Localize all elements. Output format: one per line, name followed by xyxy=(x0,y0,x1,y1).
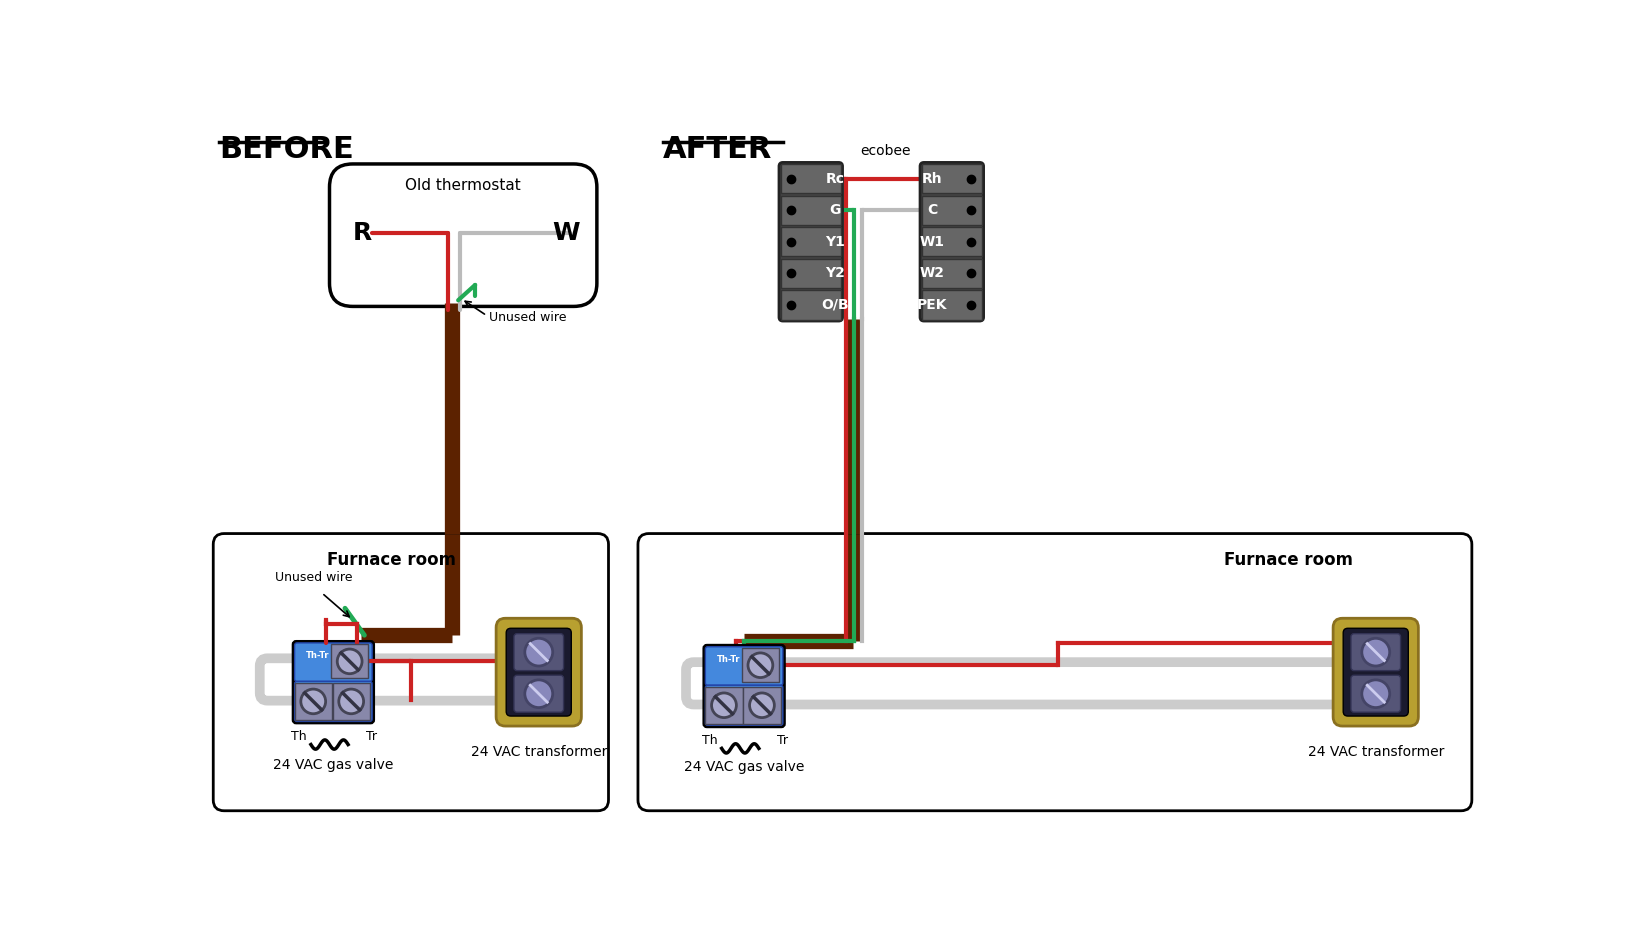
Circle shape xyxy=(339,689,363,713)
Text: Furnace room: Furnace room xyxy=(327,551,455,568)
Bar xyxy=(922,290,981,320)
Circle shape xyxy=(524,638,552,666)
Text: 24 VAC gas valve: 24 VAC gas valve xyxy=(684,760,804,774)
Bar xyxy=(332,683,370,720)
FancyBboxPatch shape xyxy=(1351,675,1401,712)
Text: BEFORE: BEFORE xyxy=(219,135,353,164)
Circle shape xyxy=(750,693,774,718)
Circle shape xyxy=(1361,680,1389,708)
Circle shape xyxy=(337,649,362,673)
Text: Tr: Tr xyxy=(367,730,376,743)
Bar xyxy=(922,164,981,193)
Bar xyxy=(922,227,981,257)
Bar xyxy=(922,195,981,225)
Text: PEK: PEK xyxy=(917,298,947,312)
Bar xyxy=(922,259,981,288)
Bar xyxy=(781,195,842,225)
FancyBboxPatch shape xyxy=(506,629,572,716)
Text: Unused wire: Unused wire xyxy=(490,311,567,324)
FancyBboxPatch shape xyxy=(779,163,842,321)
FancyBboxPatch shape xyxy=(294,643,372,682)
FancyBboxPatch shape xyxy=(921,163,983,321)
Circle shape xyxy=(301,689,326,713)
Bar xyxy=(294,683,332,720)
Bar xyxy=(781,227,842,257)
FancyBboxPatch shape xyxy=(1351,633,1401,671)
Text: G: G xyxy=(829,203,840,218)
Bar xyxy=(743,686,781,724)
Text: Y1: Y1 xyxy=(825,234,845,248)
Bar xyxy=(705,686,743,724)
FancyBboxPatch shape xyxy=(294,682,372,722)
FancyBboxPatch shape xyxy=(214,534,608,811)
FancyBboxPatch shape xyxy=(705,646,783,685)
Text: 24 VAC transformer: 24 VAC transformer xyxy=(1307,745,1443,759)
FancyBboxPatch shape xyxy=(1333,618,1419,726)
Circle shape xyxy=(1361,638,1389,666)
Text: W1: W1 xyxy=(921,234,945,248)
FancyBboxPatch shape xyxy=(704,645,784,727)
Text: Furnace room: Furnace room xyxy=(1223,551,1353,568)
Text: Unused wire: Unused wire xyxy=(275,571,353,584)
Circle shape xyxy=(712,693,737,718)
Bar xyxy=(741,648,779,683)
Text: 24 VAC gas valve: 24 VAC gas valve xyxy=(273,758,393,773)
Text: Y2: Y2 xyxy=(825,266,845,280)
Text: Old thermostat: Old thermostat xyxy=(406,178,521,193)
FancyBboxPatch shape xyxy=(515,633,564,671)
Circle shape xyxy=(748,653,773,678)
Text: Th: Th xyxy=(702,734,717,747)
FancyBboxPatch shape xyxy=(496,618,582,726)
Text: AFTER: AFTER xyxy=(663,135,773,164)
Bar xyxy=(781,290,842,320)
Bar xyxy=(330,644,368,678)
Text: Th-Tr: Th-Tr xyxy=(306,651,330,659)
Text: Th-Tr: Th-Tr xyxy=(717,655,740,664)
Circle shape xyxy=(524,680,552,708)
Bar xyxy=(781,164,842,193)
Text: R: R xyxy=(353,221,372,246)
Text: Rc: Rc xyxy=(825,172,845,186)
Text: W: W xyxy=(552,221,580,246)
Text: Tr: Tr xyxy=(776,734,787,747)
Text: Th: Th xyxy=(291,730,306,743)
FancyBboxPatch shape xyxy=(329,164,597,306)
Text: W2: W2 xyxy=(921,266,945,280)
Bar xyxy=(781,259,842,288)
Text: ecobee: ecobee xyxy=(860,144,911,158)
Text: Rh: Rh xyxy=(922,172,942,186)
FancyBboxPatch shape xyxy=(1343,629,1409,716)
FancyBboxPatch shape xyxy=(515,675,564,712)
Text: O/B: O/B xyxy=(820,298,848,312)
FancyBboxPatch shape xyxy=(638,534,1471,811)
FancyBboxPatch shape xyxy=(293,642,373,723)
FancyBboxPatch shape xyxy=(705,685,783,725)
Text: 24 VAC transformer: 24 VAC transformer xyxy=(470,745,607,759)
Text: C: C xyxy=(927,203,937,218)
